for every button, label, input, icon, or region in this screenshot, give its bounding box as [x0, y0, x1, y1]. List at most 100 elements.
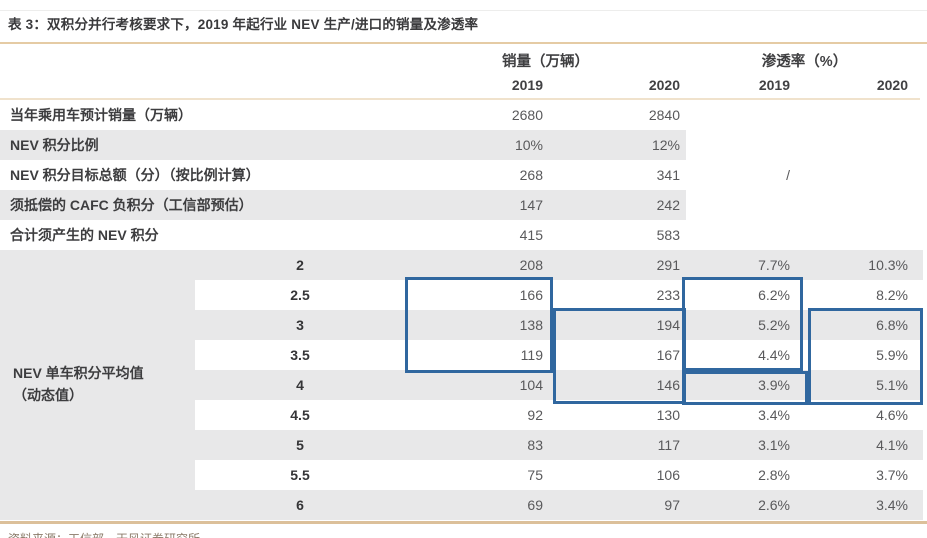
cell-score: 3 [296, 317, 304, 333]
row-label: 合计须产生的 NEV 积分 [10, 227, 159, 243]
top-divider [0, 10, 927, 11]
table-row: 3.5 119 167 4.4% 5.9% [195, 340, 923, 370]
header-divider [0, 98, 920, 100]
matrix-rows: 2 208 291 7.7% 10.3% 2.5 166 233 6.2% 8.… [195, 250, 923, 520]
cell-pen-2020: 8.2% [876, 287, 908, 303]
cell-sales-2019: 415 [519, 227, 543, 243]
row-group-label-line2: （动态值） [13, 387, 83, 403]
matrix-section: NEV 单车积分平均值 （动态值） 2 208 291 7.7% 10.3% 2… [0, 250, 923, 520]
summary-section: 当年乘用车预计销量（万辆） 2680 2840 NEV 积分比例 10% 12%… [0, 100, 923, 250]
cell-sales-2020: 167 [656, 347, 680, 363]
cell-score: 5 [296, 437, 304, 453]
cell-pen-2020: 4.6% [876, 407, 908, 423]
table-row: 5 83 117 3.1% 4.1% [195, 430, 923, 460]
cell-sales-2019: 83 [527, 437, 543, 453]
cell-pen-2020 [808, 100, 923, 130]
table-row: 当年乘用车预计销量（万辆） 2680 2840 [0, 100, 923, 130]
header-sales-group: 销量（万辆） [502, 54, 589, 70]
cell-pen-2019: 4.4% [758, 347, 790, 363]
cell-sales-2019: 268 [519, 167, 543, 183]
bottom-divider [0, 521, 927, 524]
row-label: 当年乘用车预计销量（万辆） [10, 107, 192, 123]
cell-sales-2019: 119 [520, 347, 543, 363]
cell-pen-2019 [686, 130, 808, 160]
cell-pen-2019: 7.7% [758, 257, 790, 273]
table-row: 4 104 146 3.9% 5.1% [195, 370, 923, 400]
cell-sales-2020: 130 [656, 407, 680, 423]
cell-sales-2020: 194 [656, 317, 680, 333]
cell-pen-2020: 3.4% [876, 497, 908, 513]
cell-pen-2019: 3.1% [758, 437, 790, 453]
row-label: NEV 积分比例 [10, 137, 99, 153]
year-sales-2019: 2019 [511, 77, 543, 93]
cell-sales-2019: 69 [527, 497, 543, 513]
table-title: 表 3：双积分并行考核要求下，2019 年起行业 NEV 生产/进口的销量及渗透… [8, 17, 479, 32]
cell-score: 2 [296, 257, 304, 273]
cell-sales-2020: 117 [657, 437, 680, 453]
row-group-label-line1: NEV 单车积分平均值 [13, 365, 144, 381]
cell-pen-2020: 6.8% [876, 317, 908, 333]
year-header-spacer [0, 72, 405, 98]
title-underline [0, 42, 927, 44]
table-row: 6 69 97 2.6% 3.4% [195, 490, 923, 520]
cell-pen-2020 [808, 160, 923, 190]
cell-sales-2020: 146 [656, 377, 680, 393]
cell-pen-2020 [808, 190, 923, 220]
cell-pen-2019: 3.9% [758, 377, 790, 393]
table-row: 须抵偿的 CAFC 负积分（工信部预估） 147 242 [0, 190, 923, 220]
cell-sales-2019: 147 [519, 197, 543, 213]
source-note: 资料来源：工信部，天风证券研究所 [8, 530, 200, 538]
cell-pen-2019: 5.2% [758, 317, 790, 333]
cell-pen-2020: 5.1% [876, 377, 908, 393]
table-row: 4.5 92 130 3.4% 4.6% [195, 400, 923, 430]
table-row: 5.5 75 106 2.8% 3.7% [195, 460, 923, 490]
cell-pen-2019: 6.2% [758, 287, 790, 303]
cell-sales-2020: 242 [656, 197, 680, 213]
cell-sales-2019: 92 [527, 407, 543, 423]
cell-score: 4 [296, 377, 304, 393]
cell-sales-2020: 2840 [648, 107, 680, 123]
cell-pen-2019: 2.8% [758, 467, 790, 483]
cell-pen-2020: 5.9% [876, 347, 908, 363]
cell-sales-2020: 233 [656, 287, 680, 303]
cell-pen-2019: 2.6% [758, 497, 790, 513]
cell-pen-2020: 3.7% [876, 467, 908, 483]
cell-sales-2020: 341 [656, 167, 680, 183]
cell-sales-2019: 10% [514, 137, 543, 153]
cell-sales-2020: 106 [656, 467, 680, 483]
cell-sales-2019: 104 [519, 377, 543, 393]
cell-pen-2019 [686, 100, 808, 130]
table-row: 2 208 291 7.7% 10.3% [195, 250, 923, 280]
header-penetration-group: 渗透率（%） [761, 54, 848, 70]
cell-sales-2019: 166 [519, 287, 543, 303]
cell-sales-2020: 97 [664, 497, 680, 513]
row-group-label: NEV 单车积分平均值 （动态值） [0, 250, 195, 520]
cell-sales-2020: 583 [656, 227, 680, 243]
cell-pen-2020 [808, 220, 923, 250]
cell-sales-2019: 138 [519, 317, 543, 333]
cell-pen-2019 [686, 220, 808, 250]
cell-score: 4.5 [290, 407, 310, 423]
cell-sales-2019: 208 [519, 257, 543, 273]
cell-sales-2020: 291 [656, 257, 680, 273]
cell-pen-2019: 3.4% [758, 407, 790, 423]
cell-sales-2019: 2680 [511, 107, 543, 123]
year-header-row: 2019 2020 2019 2020 [0, 72, 923, 98]
cell-pen-2020 [808, 130, 923, 160]
table-row: 3 138 194 5.2% 6.8% [195, 310, 923, 340]
table-row: 2.5 166 233 6.2% 8.2% [195, 280, 923, 310]
table-row: NEV 积分目标总额（分）（按比例计算） 268 341 / [0, 160, 923, 190]
table-row: 合计须产生的 NEV 积分 415 583 [0, 220, 923, 250]
year-sales-2020: 2020 [648, 77, 680, 93]
cell-pen-2020: 4.1% [876, 437, 908, 453]
cell-sales-2020: 12% [651, 137, 680, 153]
row-label: 须抵偿的 CAFC 负积分（工信部预估） [10, 197, 253, 213]
cell-score: 3.5 [290, 347, 310, 363]
cell-sales-2019: 75 [527, 467, 543, 483]
cell-pen-2019: / [786, 167, 790, 183]
cell-score: 6 [296, 497, 304, 513]
cell-score: 2.5 [290, 287, 310, 303]
cell-pen-2019 [686, 190, 808, 220]
cell-pen-2020: 10.3% [868, 257, 908, 273]
